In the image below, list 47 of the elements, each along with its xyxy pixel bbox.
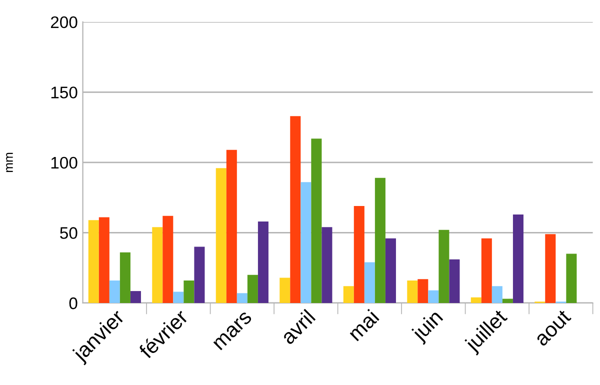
y-axis-title: mm — [6, 152, 13, 172]
y-tick-label: 150 — [51, 86, 78, 98]
bar — [502, 298, 513, 303]
bar — [311, 138, 322, 303]
y-tick-label: 100 — [51, 156, 78, 169]
bar — [481, 238, 492, 303]
bar — [449, 259, 460, 303]
bar — [364, 262, 375, 303]
bar — [173, 292, 184, 303]
bar — [120, 252, 130, 303]
bar — [545, 234, 556, 303]
x-tick-label: avril — [280, 308, 316, 346]
bar — [428, 290, 439, 303]
bar — [512, 214, 524, 303]
bar — [280, 278, 290, 303]
bar — [258, 221, 268, 303]
x-tick-label: juin — [410, 308, 446, 345]
x-tick-label: aout — [534, 309, 572, 347]
bar — [566, 254, 577, 303]
bar — [98, 217, 110, 303]
bar — [247, 274, 258, 303]
bar — [162, 216, 174, 303]
bar — [88, 220, 99, 303]
bar — [492, 286, 502, 303]
bar — [322, 227, 332, 303]
bar — [470, 297, 482, 303]
bar — [374, 178, 386, 303]
bar — [152, 227, 163, 303]
bar — [226, 150, 237, 303]
y-tick-label: 0 — [69, 297, 78, 310]
bar — [109, 280, 120, 303]
bar — [407, 280, 418, 303]
bar — [290, 116, 301, 303]
bar — [418, 279, 428, 303]
bar — [354, 206, 364, 303]
y-tick-label: 200 — [50, 16, 78, 28]
y-tick-label: 50 — [60, 227, 78, 239]
bar — [438, 230, 450, 303]
bar — [184, 280, 194, 303]
bar — [194, 246, 205, 303]
bar — [385, 238, 396, 303]
bar — [300, 182, 312, 303]
x-tick-label: mai — [346, 308, 380, 342]
bar — [236, 293, 248, 303]
bar — [130, 291, 141, 303]
bar — [343, 286, 354, 303]
bar — [216, 168, 226, 303]
